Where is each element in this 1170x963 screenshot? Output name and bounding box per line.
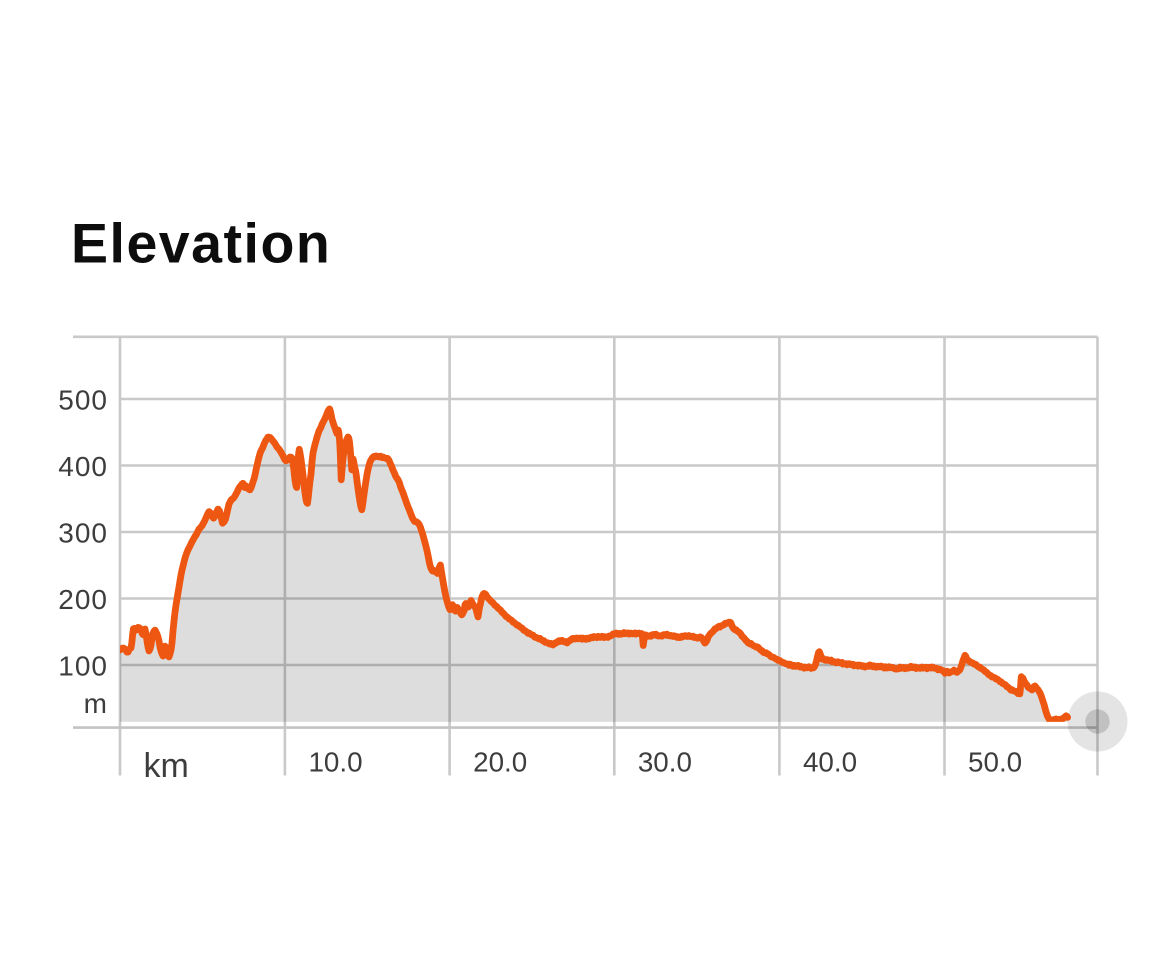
svg-text:400: 400 [58, 451, 108, 482]
svg-text:40.0: 40.0 [803, 747, 857, 778]
svg-text:30.0: 30.0 [638, 747, 692, 778]
svg-text:500: 500 [58, 384, 108, 415]
svg-text:m: m [84, 688, 107, 719]
svg-text:50.0: 50.0 [968, 747, 1022, 778]
svg-text:100: 100 [58, 650, 108, 681]
svg-text:Elevation: Elevation [71, 213, 331, 275]
svg-text:km: km [144, 747, 189, 785]
svg-text:20.0: 20.0 [473, 747, 527, 778]
svg-text:200: 200 [58, 584, 108, 615]
svg-text:300: 300 [58, 517, 108, 548]
svg-text:10.0: 10.0 [308, 747, 362, 778]
